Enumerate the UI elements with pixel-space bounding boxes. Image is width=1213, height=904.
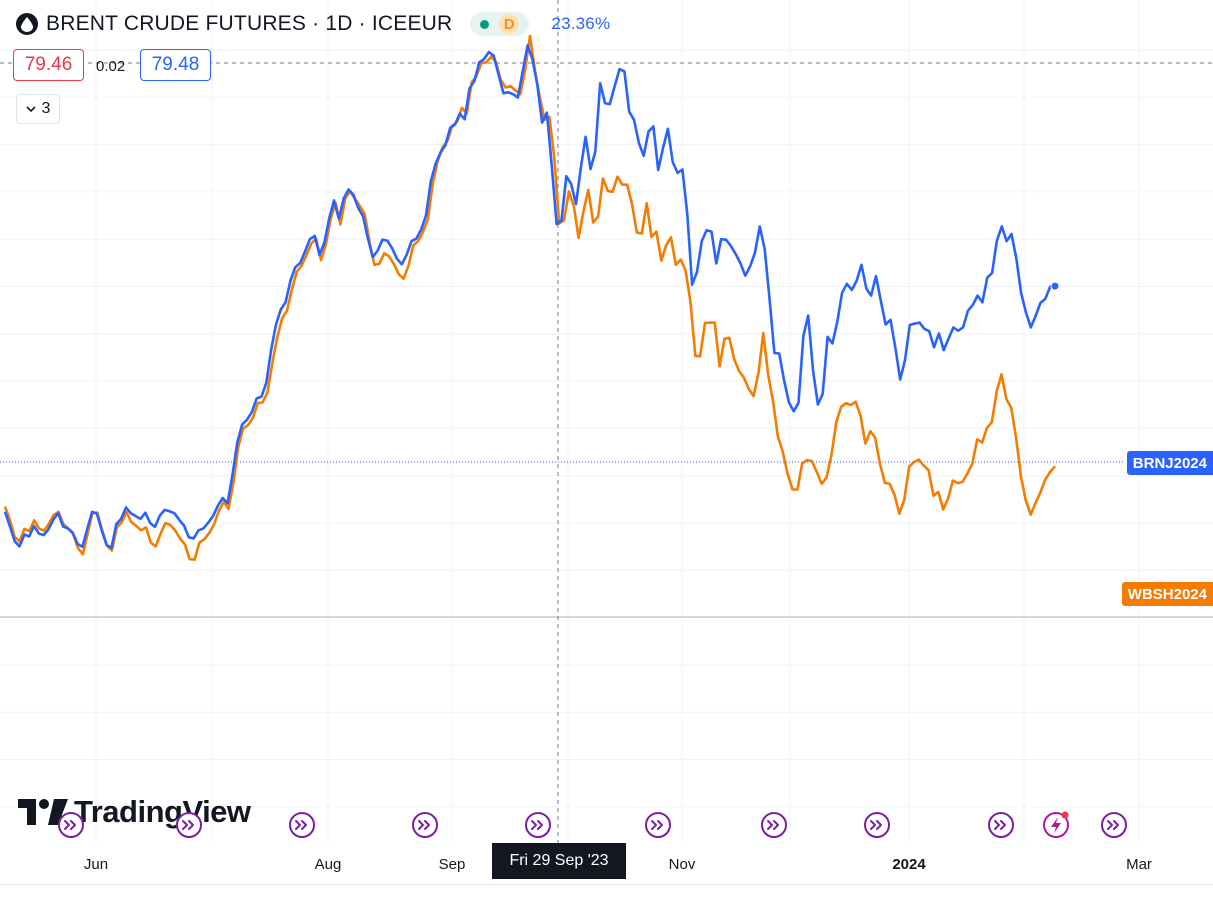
chart-grid <box>0 0 1213 843</box>
sell-price-box[interactable]: 79.46 <box>13 49 84 81</box>
crosshair-date-label: Fri 29 Sep '23 <box>492 843 626 879</box>
x-axis-label: Aug <box>314 856 342 873</box>
tradingview-logo[interactable]: TradingView <box>18 794 251 830</box>
percent-change: 23.36% <box>551 14 611 33</box>
dividend-arrow-icon[interactable] <box>410 810 440 840</box>
series-tag-brnj2024: BRNJ2024 <box>1126 451 1213 475</box>
series-line-wbsh2024 <box>3 34 1056 561</box>
dividend-arrow-icon[interactable] <box>759 810 789 840</box>
x-axis-label: Jun <box>83 856 109 873</box>
chart-header: BRENT CRUDE FUTURES · 1D · ICEEUR D 23.3… <box>16 12 610 36</box>
dividend-arrow-icon[interactable] <box>56 810 86 840</box>
chevron-down-icon <box>25 105 36 112</box>
last-value-dot <box>1050 281 1060 291</box>
interval-badge: D <box>499 14 520 34</box>
x-axis-label: Nov <box>668 856 696 873</box>
indicators-count: 3 <box>41 100 51 117</box>
tradingview-mark-icon <box>18 799 68 825</box>
x-axis-label: 2024 <box>892 856 926 873</box>
buy-price-box[interactable]: 79.48 <box>140 49 211 81</box>
spread-value: 0.02 <box>96 58 126 75</box>
symbol-title[interactable]: BRENT CRUDE FUTURES · 1D · ICEEUR <box>46 12 453 35</box>
dividend-arrow-icon[interactable] <box>862 810 892 840</box>
market-open-dot-icon <box>480 19 490 29</box>
dividend-arrow-icon[interactable] <box>174 810 204 840</box>
bottom-divider <box>0 884 1213 885</box>
logo-text: TradingView <box>74 794 251 829</box>
lightning-icon[interactable] <box>1041 810 1071 840</box>
series-tag-wbsh2024: WBSH2024 <box>1121 582 1213 606</box>
indicators-collapse-button[interactable]: 3 <box>16 94 60 124</box>
dividend-arrow-icon[interactable] <box>986 810 1016 840</box>
dividend-arrow-icon[interactable] <box>523 810 553 840</box>
dividend-arrow-icon[interactable] <box>643 810 673 840</box>
oil-drop-icon <box>16 13 38 35</box>
dividend-arrow-icon[interactable] <box>287 810 317 840</box>
x-axis-label: Sep <box>438 856 466 873</box>
x-axis-label: Mar <box>1126 856 1152 873</box>
market-status-pill[interactable]: D <box>470 12 530 36</box>
series-line-brnj2024 <box>3 44 1056 550</box>
dividend-arrow-icon[interactable] <box>1099 810 1129 840</box>
